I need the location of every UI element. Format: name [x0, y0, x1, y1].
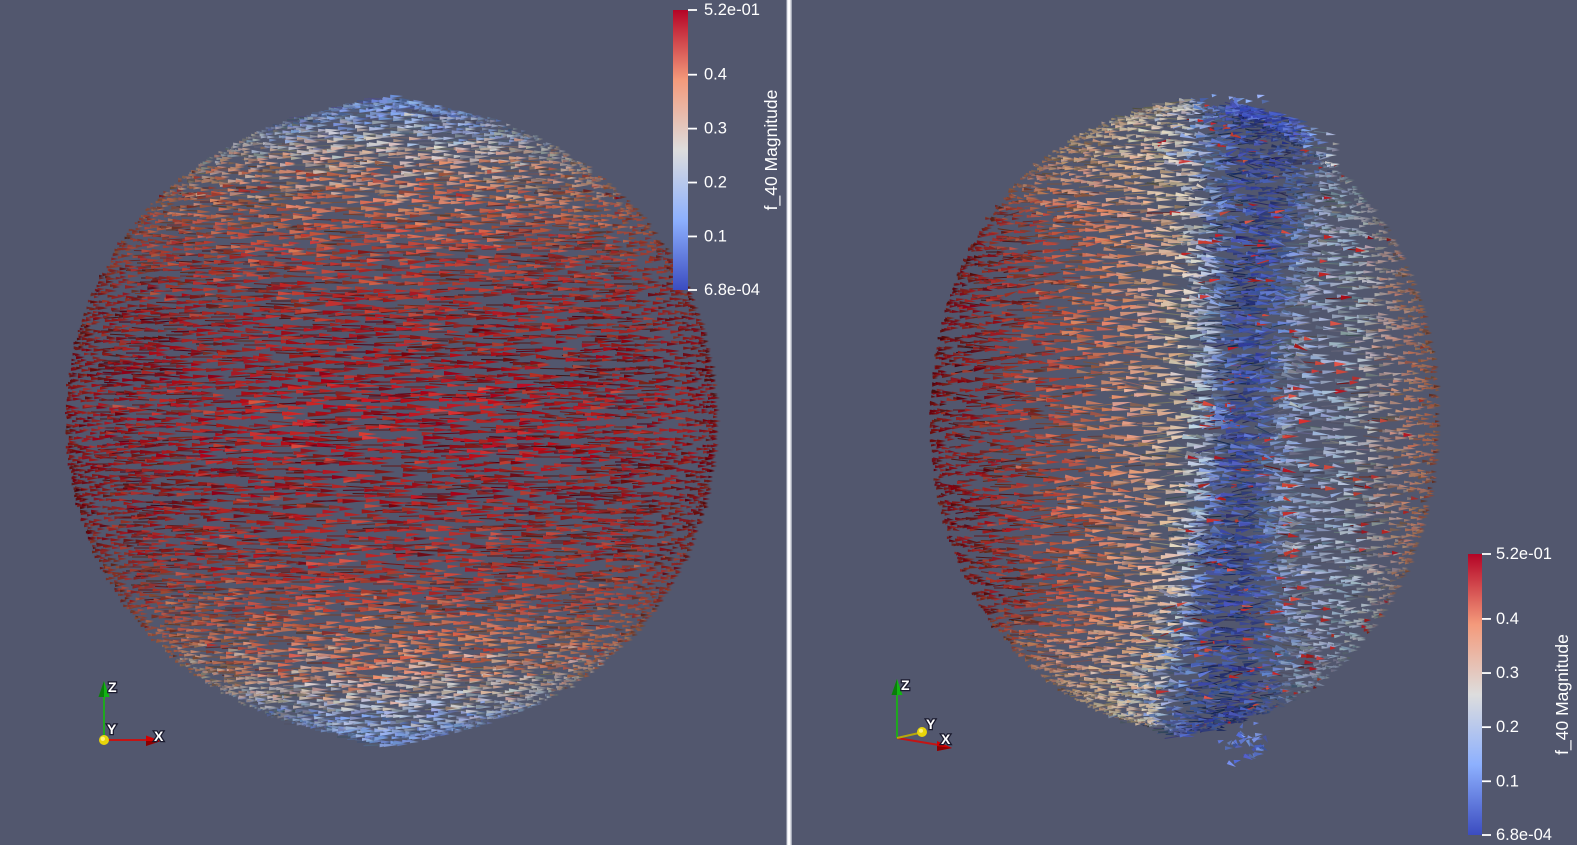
svg-text:0.3: 0.3	[1496, 664, 1519, 682]
svg-text:Z: Z	[108, 679, 117, 695]
svg-text:f_40 Magnitude: f_40 Magnitude	[1552, 634, 1573, 755]
svg-text:5.2e-01: 5.2e-01	[704, 1, 760, 19]
svg-text:Z: Z	[901, 677, 910, 693]
svg-text:f_40 Magnitude: f_40 Magnitude	[761, 90, 782, 211]
svg-text:6.8e-04: 6.8e-04	[704, 281, 760, 299]
svg-text:X: X	[154, 728, 164, 744]
svg-text:6.8e-04: 6.8e-04	[1496, 826, 1552, 844]
svg-text:0.4: 0.4	[704, 66, 727, 84]
svg-text:0.2: 0.2	[704, 174, 727, 192]
svg-text:0.2: 0.2	[1496, 718, 1519, 736]
svg-text:5.2e-01: 5.2e-01	[1496, 545, 1552, 563]
svg-text:Y: Y	[926, 716, 936, 732]
svg-text:0.1: 0.1	[704, 227, 727, 245]
svg-text:0.1: 0.1	[1496, 772, 1519, 790]
svg-text:X: X	[941, 731, 951, 747]
svg-text:Y: Y	[107, 721, 117, 737]
svg-text:0.3: 0.3	[704, 120, 727, 138]
svg-text:0.4: 0.4	[1496, 610, 1519, 628]
